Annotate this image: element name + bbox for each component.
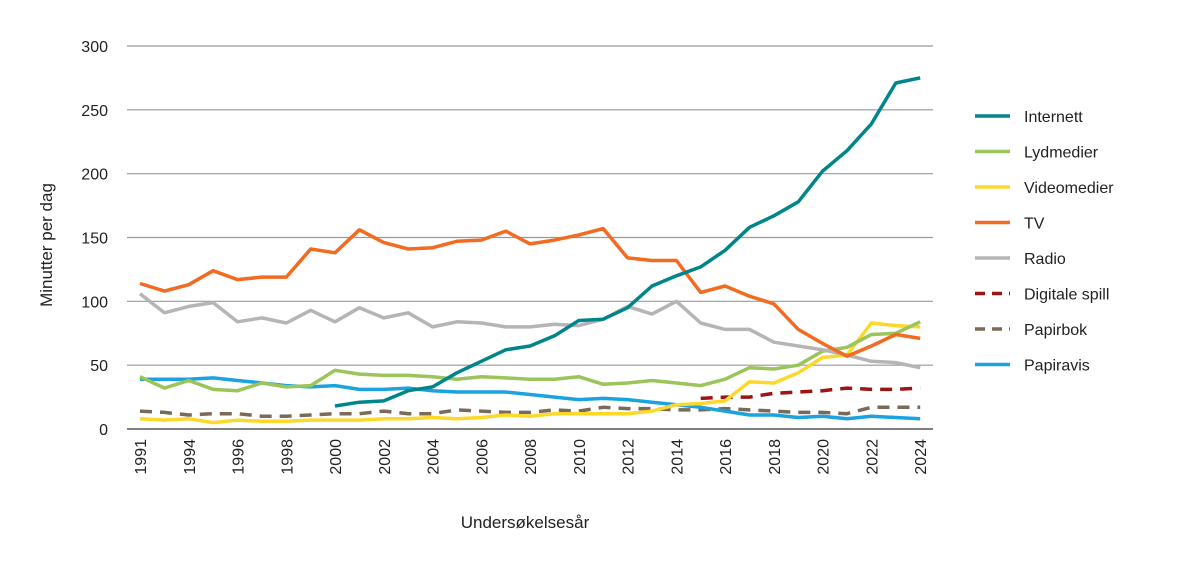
legend-label: Papirbok [1024, 322, 1088, 339]
y-tick-label: 250 [81, 103, 108, 120]
y-tick-label: 200 [81, 167, 108, 184]
x-tick-label: 1994 [182, 439, 199, 475]
legend-item: Lydmedier [975, 145, 1099, 162]
series-line-lydmedier [139, 320, 921, 393]
legend-item: Radio [975, 251, 1066, 268]
y-tick-label: 150 [81, 231, 108, 248]
x-tick-label: 2006 [474, 439, 491, 475]
x-tick-label: 2016 [718, 439, 735, 475]
legend-label: TV [1024, 216, 1045, 233]
x-tick-label: 2014 [669, 439, 686, 475]
legend-label: Papiravis [1024, 358, 1090, 375]
legend-item: Internett [975, 109, 1083, 126]
x-tick-label: 2018 [767, 439, 784, 475]
series-line-papirbok [139, 405, 921, 418]
x-tick-label: 2000 [328, 439, 345, 475]
series-lines [138, 76, 921, 425]
legend-item: Papirbok [975, 322, 1088, 339]
legend-label: Internett [1024, 109, 1083, 126]
series-line-tv [139, 226, 921, 358]
y-tick-label: 100 [81, 294, 108, 311]
y-axis-ticks: 0 50 100 150 200 250 300 [81, 39, 108, 439]
x-tick-label: 1996 [231, 439, 248, 475]
legend-label: Radio [1024, 251, 1066, 268]
x-axis-label: Undersøkelsesår [461, 513, 590, 532]
x-tick-label: 1998 [279, 439, 296, 475]
x-tick-label: 2004 [426, 439, 443, 475]
legend-label: Lydmedier [1024, 145, 1099, 162]
x-tick-label: 2002 [377, 439, 394, 475]
x-axis-ticks: 1991 1994 1996 1998 2000 2002 2004 2006 2008 2010… [133, 439, 930, 475]
x-tick-label: 1991 [133, 439, 150, 475]
legend-item: Papiravis [975, 358, 1090, 375]
grid [127, 45, 933, 430]
y-tick-label: 300 [81, 39, 108, 56]
x-tick-label: 2020 [816, 439, 833, 475]
legend-item: Digitale spill [975, 287, 1109, 304]
series-line-digitale-spill [700, 386, 921, 401]
legend-item: Videomedier [975, 180, 1114, 197]
legend-item: TV [975, 216, 1045, 233]
x-tick-label: 2010 [572, 439, 589, 475]
legend: Internett Lydmedier Videomedier TV Radio Digi… [975, 109, 1114, 375]
x-tick-label: 2022 [864, 439, 881, 475]
x-tick-label: 2012 [621, 439, 638, 475]
y-axis-label: Minutter per dag [37, 183, 56, 307]
legend-label: Videomedier [1024, 180, 1114, 197]
x-tick-label: 2008 [523, 439, 540, 475]
series-line-internett [334, 76, 921, 408]
series-line-radio [138, 292, 921, 370]
y-tick-label: 0 [99, 422, 108, 439]
y-tick-label: 50 [90, 358, 108, 375]
x-tick-label: 2024 [913, 439, 930, 475]
series-line-videomedier [139, 321, 921, 425]
legend-label: Digitale spill [1024, 287, 1109, 304]
